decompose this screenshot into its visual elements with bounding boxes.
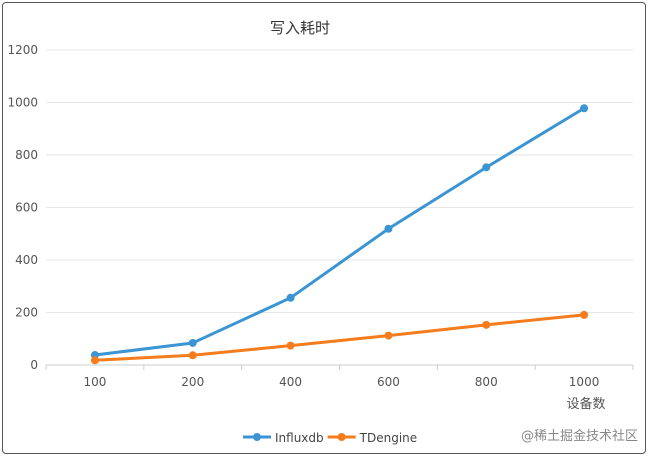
y-tick-label: 200 [15, 306, 38, 320]
y-tick-label: 400 [15, 253, 38, 267]
data-point-tdengine [188, 351, 197, 360]
data-point-influxdb [482, 163, 491, 172]
data-point-tdengine [482, 320, 491, 329]
chart-frame [2, 2, 646, 454]
legend-marker-tdengine [337, 433, 346, 441]
x-tick-label: 200 [181, 375, 204, 389]
legend-label-tdengine: TDengine [359, 431, 418, 445]
y-tick-label: 1000 [7, 96, 38, 110]
x-tick-label: 800 [475, 375, 498, 389]
data-point-tdengine [286, 341, 295, 350]
data-point-tdengine [90, 356, 99, 365]
x-tick-label: 400 [279, 375, 302, 389]
y-tick-label: 0 [30, 358, 38, 372]
y-tick-label: 1200 [7, 43, 38, 57]
data-point-influxdb [580, 104, 589, 113]
legend-label-influxdb: Influxdb [275, 431, 324, 445]
data-point-influxdb [188, 338, 197, 347]
data-point-tdengine [580, 310, 589, 319]
x-axis-label: 设备数 [566, 396, 605, 412]
data-point-tdengine [384, 331, 393, 340]
y-tick-label: 800 [15, 148, 38, 162]
watermark: @稀土掘金技术社区 [520, 429, 638, 444]
x-tick-label: 600 [377, 375, 400, 389]
legend-marker-influxdb [253, 433, 261, 441]
x-tick-label: 1000 [569, 375, 600, 389]
y-tick-label: 600 [15, 201, 38, 215]
x-tick-label: 100 [83, 375, 106, 389]
series-line-tdengine [94, 313, 585, 362]
series-line-influxdb [94, 106, 585, 357]
data-point-influxdb [384, 224, 393, 233]
chart-title: 写入耗时 [270, 19, 330, 37]
data-point-influxdb [286, 293, 295, 302]
